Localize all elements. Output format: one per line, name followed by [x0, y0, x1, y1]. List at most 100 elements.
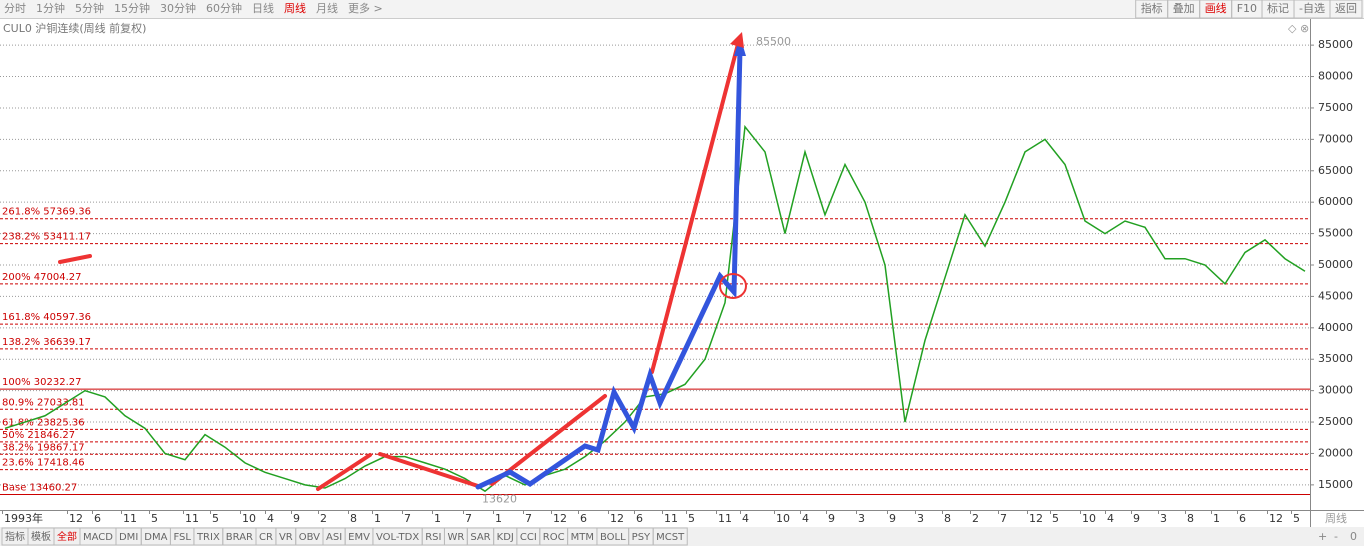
y-tick-label: 50000 — [1318, 258, 1353, 271]
tab[interactable]: 模板 — [31, 530, 51, 543]
x-tick-label: 8 — [350, 512, 357, 525]
tab[interactable]: SAR — [470, 532, 490, 543]
icon[interactable]: ◇ ⊗ — [1288, 22, 1309, 35]
y-tick-label: 80000 — [1318, 70, 1353, 83]
x-tick-label: 12 — [1269, 512, 1283, 525]
x-tick-label: 11 — [718, 512, 732, 525]
x-tick-label: 4 — [742, 512, 749, 525]
tool-button[interactable]: 返回 — [1335, 2, 1357, 15]
period-button[interactable]: 月线 — [316, 1, 338, 15]
tab[interactable]: ASI — [326, 532, 342, 543]
tab[interactable]: RSI — [425, 532, 441, 543]
red-arrow — [490, 394, 607, 486]
x-tick-label: 12 — [610, 512, 624, 525]
x-tick-label: 1 — [374, 512, 381, 525]
toolbar-bg — [0, 0, 1364, 18]
tab[interactable]: KDJ — [497, 532, 514, 543]
tab[interactable]: VR — [279, 532, 293, 543]
red-arrow — [650, 42, 740, 374]
y-tick-label: 85000 — [1318, 38, 1353, 51]
tab[interactable]: TRIX — [196, 532, 220, 543]
period-button[interactable]: 60分钟 — [206, 1, 242, 15]
tab-frame — [652, 527, 688, 546]
x-tick-label: 4 — [802, 512, 809, 525]
y-tick-label: 55000 — [1318, 227, 1353, 240]
blue-arrows — [475, 47, 743, 490]
x-tick-label: 7 — [404, 512, 411, 525]
tab[interactable]: 全部 — [57, 530, 77, 543]
price-line — [4, 124, 1306, 493]
x-tick-label: 12 — [69, 512, 83, 525]
annotation: 13620 — [482, 493, 517, 506]
tool-button[interactable]: F10 — [1237, 2, 1257, 15]
y-tick-label: 25000 — [1318, 415, 1353, 428]
circle-mark — [719, 273, 747, 299]
level-label: 161.8% 40597.36 — [2, 312, 91, 323]
tab[interactable]: OBV — [299, 532, 320, 543]
tab[interactable]: VOL-TDX — [376, 532, 419, 543]
period-button[interactable]: 5分钟 — [75, 1, 104, 15]
tab[interactable]: CCI — [520, 532, 537, 543]
zoom-button[interactable]: + — [1318, 530, 1327, 543]
tab[interactable]: CR — [259, 532, 273, 543]
x-tick-label: 6 — [636, 512, 643, 525]
period-button[interactable]: 分时 — [4, 2, 26, 15]
period-button[interactable]: 更多 > — [348, 1, 383, 15]
tab[interactable]: MACD — [83, 532, 113, 543]
x-tick-label: 1 — [1213, 512, 1220, 525]
period-button[interactable]: 周线 — [284, 1, 306, 15]
period-button[interactable]: 15分钟 — [114, 1, 150, 15]
tab[interactable]: EMV — [348, 532, 370, 543]
x-tick-label: 4 — [1107, 512, 1114, 525]
tab[interactable]: ROC — [543, 532, 565, 543]
tabbar-bg — [0, 527, 1364, 546]
x-tick-label: 4 — [267, 512, 274, 525]
x-tick-label: 5 — [151, 512, 158, 525]
tab[interactable]: WR — [447, 532, 464, 543]
drawn-arrows — [58, 32, 747, 491]
x-tick-label: 1993年 — [4, 511, 43, 525]
arrow-head — [730, 32, 744, 48]
zoom-button[interactable]: 0 — [1350, 530, 1357, 543]
tab[interactable]: 指标 — [5, 530, 25, 543]
x-tick-label: 2 — [320, 512, 327, 525]
level-label: 23.6% 17418.46 — [2, 458, 85, 469]
tab[interactable]: BOLL — [600, 532, 626, 543]
period-button[interactable]: 1分钟 — [36, 1, 65, 15]
x-tick-label: 12 — [1029, 512, 1043, 525]
annotation: 85500 — [756, 35, 791, 48]
tool-button[interactable]: 画线 — [1205, 1, 1227, 15]
tool-button[interactable]: 叠加 — [1173, 2, 1195, 15]
tool-button[interactable]: 指标 — [1141, 1, 1163, 15]
tool-button[interactable]: 标记 — [1267, 1, 1289, 15]
x-tick-label: 7 — [1000, 512, 1007, 525]
red-arrow — [316, 453, 372, 491]
tab[interactable]: MCST — [656, 532, 685, 543]
level-label: 80.9% 27033.81 — [2, 397, 85, 408]
zoom-button[interactable]: - — [1334, 530, 1338, 543]
tab[interactable]: DMA — [144, 532, 167, 543]
tab[interactable]: PSY — [632, 532, 651, 543]
level-label: 38.2% 19867.17 — [2, 442, 85, 453]
tool-button[interactable]: -自选 — [1299, 2, 1325, 15]
x-tick-label: 3 — [917, 512, 924, 525]
x-tick-label: 11 — [123, 512, 137, 525]
tool-frame — [1135, 0, 1169, 19]
tab[interactable]: DMI — [119, 532, 138, 543]
period-button[interactable]: 日线 — [252, 1, 274, 15]
x-tick-label: 8 — [944, 512, 951, 525]
x-tick-label: 5 — [1293, 512, 1300, 525]
level-label: 138.2% 36639.17 — [2, 337, 91, 348]
x-tick-label: 6 — [94, 512, 101, 525]
period-button[interactable]: 30分钟 — [160, 1, 196, 15]
tab[interactable]: FSL — [173, 532, 191, 543]
x-tick-label: 10 — [776, 512, 790, 525]
tab[interactable]: MTM — [571, 532, 594, 543]
red-arrow — [378, 452, 480, 488]
level-label: 238.2% 53411.17 — [2, 232, 91, 243]
x-tick-label: 11 — [185, 512, 199, 525]
tab[interactable]: BRAR — [226, 532, 253, 543]
level-label: 61.8% 23825.36 — [2, 417, 85, 428]
